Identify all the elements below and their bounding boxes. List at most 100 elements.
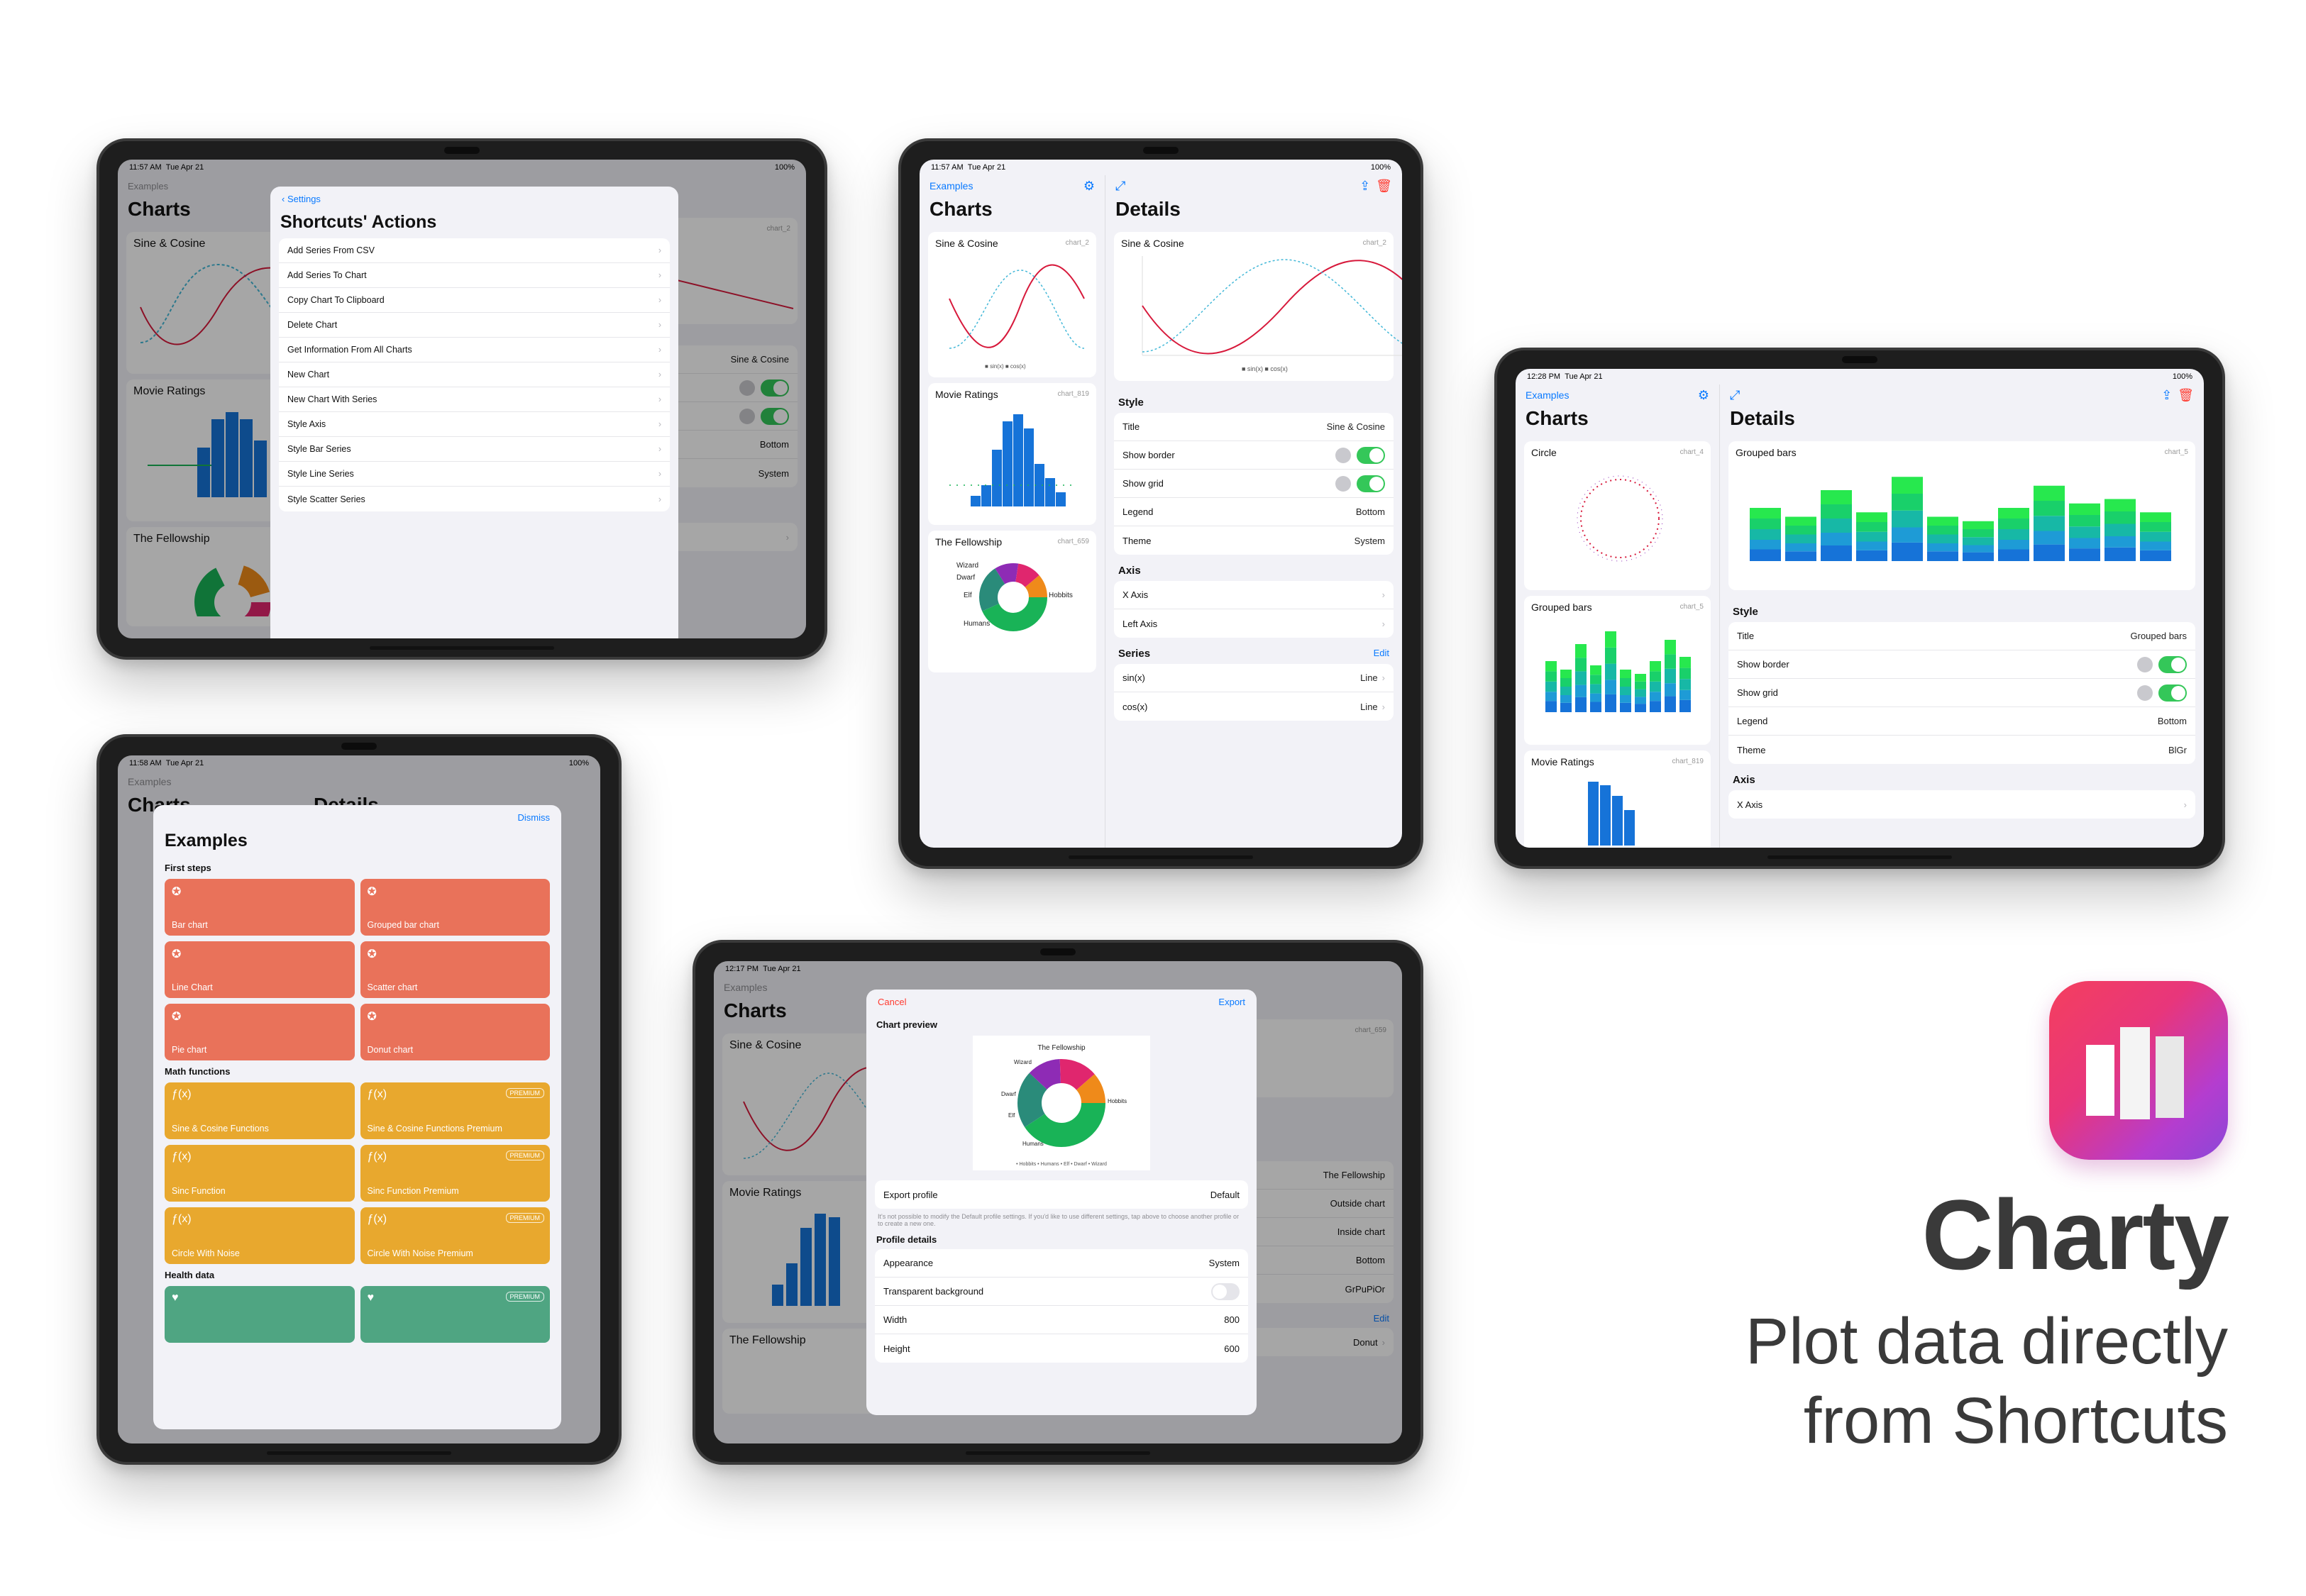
cancel-button[interactable]: Cancel (878, 996, 907, 1007)
action-list-item[interactable]: Style Axis › (279, 412, 670, 437)
stacked-bar-segment (1750, 529, 1781, 540)
color-dot[interactable] (2137, 685, 2153, 701)
action-list-item[interactable]: New Chart With Series › (279, 387, 670, 412)
axis-row-x[interactable]: X Axis › (1728, 790, 2195, 819)
show-grid-toggle[interactable] (1357, 475, 1385, 492)
row-label: Legend (1737, 716, 1768, 726)
svg-text:Elf: Elf (1008, 1112, 1015, 1119)
chart-card[interactable]: Grouped bars chart_5 (1524, 596, 1711, 745)
action-list-item[interactable]: Style Bar Series › (279, 437, 670, 462)
example-tile[interactable]: ♥ (165, 1286, 355, 1343)
settings-gear-icon[interactable]: ⚙ (1083, 178, 1095, 193)
example-tile[interactable]: ƒ(x) Sine & Cosine Functions (165, 1082, 355, 1139)
home-indicator[interactable] (370, 646, 554, 650)
trash-icon[interactable]: 🗑 (2178, 387, 2194, 402)
edit-button[interactable]: Edit (1373, 648, 1389, 658)
stacked-bar-segment (1635, 681, 1646, 689)
examples-link[interactable]: Examples (128, 776, 172, 787)
profile-row[interactable]: Width 800 (875, 1306, 1248, 1334)
examples-link[interactable]: Examples (724, 982, 768, 993)
show-grid-toggle[interactable] (2158, 684, 2187, 702)
color-dot[interactable] (2137, 656, 2153, 672)
export-button[interactable]: Export (1218, 996, 1245, 1007)
color-dot[interactable] (1335, 447, 1351, 463)
chart-card[interactable]: Circle chart_4 (1524, 441, 1711, 590)
profile-row[interactable]: Height 600 (875, 1334, 1248, 1363)
stacked-bar-segment (1575, 697, 1587, 712)
example-tile[interactable]: ƒ(x) Circle With Noise (165, 1207, 355, 1264)
style-row-title[interactable]: Title Sine & Cosine (1114, 413, 1394, 441)
export-profile-row[interactable]: Export profile Default (875, 1180, 1248, 1209)
back-examples[interactable]: Examples (128, 180, 169, 192)
color-dot[interactable] (1335, 475, 1351, 492)
example-tile[interactable]: ✪ Grouped bar chart (360, 879, 550, 936)
series-row[interactable]: cos(x) Line › (1122, 701, 1385, 712)
status-bar: 12:17 PM Tue Apr 21 (714, 961, 1402, 977)
share-icon[interactable]: ⇪ (2161, 387, 2173, 402)
trash-icon[interactable]: 🗑 (1376, 178, 1392, 193)
settings-gear-icon[interactable]: ⚙ (1697, 387, 1709, 402)
expand-icon[interactable]: ⤢ (1730, 387, 1740, 402)
chart-card[interactable]: The Fellowship chart_659 Wizard Dwarf El… (928, 531, 1096, 672)
back-settings-button[interactable]: ‹ Settings (282, 193, 321, 204)
example-tile[interactable]: ✪ Scatter chart (360, 941, 550, 998)
edit-button[interactable]: Edit (1373, 1313, 1389, 1324)
example-tile[interactable]: ƒ(x) PREMIUM Circle With Noise Premium (360, 1207, 550, 1264)
stacked-bar-segment (2104, 499, 2136, 511)
style-row-legend[interactable]: Legend Bottom (1114, 498, 1394, 526)
example-tile[interactable]: ƒ(x) PREMIUM Sine & Cosine Functions Premi… (360, 1082, 550, 1139)
toggle-switch[interactable] (761, 379, 789, 397)
examples-link[interactable]: Examples (929, 180, 973, 192)
brand-title: Charty (1921, 1179, 2229, 1290)
home-indicator[interactable] (1767, 855, 1952, 859)
toggle-switch[interactable] (761, 407, 789, 425)
status-bar: 11:57 AM Tue Apr 21 100% (118, 160, 806, 175)
axis-row-left[interactable]: Left Axis › (1114, 609, 1394, 638)
chart-card[interactable]: Movie Ratings chart_819 (1524, 750, 1711, 848)
examples-link[interactable]: Examples (1526, 389, 1569, 401)
action-list-item[interactable]: Add Series To Chart › (279, 263, 670, 288)
example-tile[interactable]: ✪ Pie chart (165, 1004, 355, 1060)
home-indicator[interactable] (966, 1451, 1150, 1455)
action-list-item[interactable]: Style Line Series › (279, 462, 670, 487)
style-row-title[interactable]: Title Grouped bars (1728, 622, 2195, 650)
example-tile[interactable]: ✪ Bar chart (165, 879, 355, 936)
show-border-toggle[interactable] (2158, 655, 2187, 673)
home-indicator[interactable] (267, 1451, 451, 1455)
share-icon[interactable]: ⇪ (1359, 178, 1371, 193)
example-tile[interactable]: ✪ Donut chart (360, 1004, 550, 1060)
example-tile[interactable]: ƒ(x) PREMIUM Sinc Function Premium (360, 1145, 550, 1202)
stacked-bar-segment (1575, 685, 1587, 697)
action-list-item[interactable]: Get Information From All Charts › (279, 338, 670, 362)
example-tile[interactable]: ✪ Line Chart (165, 941, 355, 998)
action-list-item[interactable]: Copy Chart To Clipboard › (279, 288, 670, 313)
expand-icon[interactable]: ⤢ (1115, 178, 1126, 193)
show-border-toggle[interactable] (1357, 446, 1385, 464)
detail-row[interactable]: System (339, 459, 798, 487)
back-label: Settings (287, 193, 321, 204)
stacked-bar-segment (1679, 679, 1691, 690)
stacked-bar-segment (1892, 494, 1923, 511)
style-row-legend[interactable]: Legend Bottom (1728, 707, 2195, 736)
transparent-background-toggle[interactable] (1211, 1282, 1240, 1300)
chart-card[interactable]: Movie Ratings chart_819 (928, 383, 1096, 525)
example-tile[interactable]: ♥ PREMIUM (360, 1286, 550, 1343)
profile-row[interactable]: Appearance System (875, 1249, 1248, 1278)
series-row[interactable]: sin(x) Line › (1114, 664, 1394, 692)
row-label: Width (883, 1314, 907, 1325)
stacked-bar-segment (1650, 671, 1661, 682)
action-list-item[interactable]: Delete Chart › (279, 313, 670, 338)
action-list-item[interactable]: Add Series From CSV › (279, 238, 670, 263)
style-row-theme[interactable]: Theme BlGr (1728, 736, 2195, 764)
style-row-theme[interactable]: Theme System (1114, 526, 1394, 555)
action-list-item[interactable]: New Chart › (279, 362, 670, 387)
chart-card[interactable]: Sine & Cosine chart_2 ■ sin(x) ■ cos(x) (928, 232, 1096, 377)
detail-row[interactable]: GrPuPiOr (935, 1275, 1394, 1303)
home-indicator[interactable] (1069, 855, 1253, 859)
example-tile[interactable]: ƒ(x) Sinc Function (165, 1145, 355, 1202)
example-tile-label: Scatter chart (367, 982, 418, 992)
axis-row-x[interactable]: X Axis › (1114, 581, 1394, 609)
dismiss-button[interactable]: Dismiss (517, 811, 551, 823)
row-value: Line (1360, 672, 1378, 683)
action-list-item[interactable]: Style Scatter Series › (279, 487, 670, 511)
